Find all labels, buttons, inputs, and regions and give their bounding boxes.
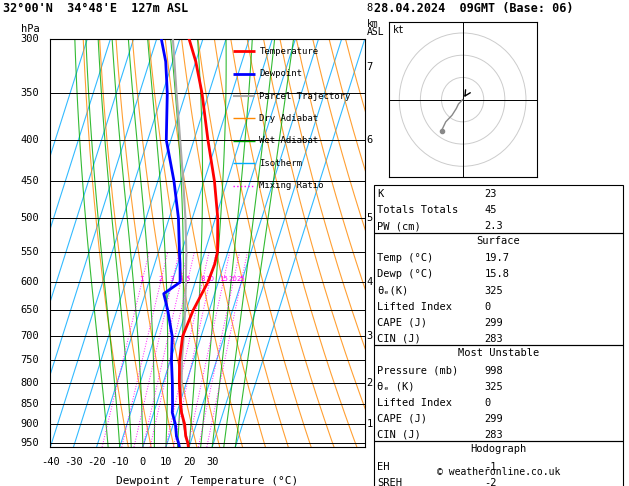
- Text: 283: 283: [484, 334, 503, 344]
- Text: 8: 8: [200, 276, 204, 282]
- Text: Isotherm: Isotherm: [259, 159, 303, 168]
- Text: 0: 0: [484, 398, 491, 408]
- Text: 2: 2: [366, 378, 372, 388]
- Text: 28.04.2024  09GMT (Base: 06): 28.04.2024 09GMT (Base: 06): [374, 2, 574, 16]
- Text: 600: 600: [21, 277, 39, 287]
- Text: 45: 45: [484, 206, 497, 215]
- Text: -20: -20: [87, 457, 106, 468]
- Text: CAPE (J): CAPE (J): [377, 414, 427, 424]
- Text: 25: 25: [237, 276, 245, 282]
- Text: 19.7: 19.7: [484, 254, 509, 263]
- Text: Dewp (°C): Dewp (°C): [377, 270, 433, 279]
- Text: 2: 2: [159, 276, 163, 282]
- Text: 3: 3: [366, 331, 372, 341]
- Text: 550: 550: [21, 246, 39, 257]
- Text: 2.3: 2.3: [484, 222, 503, 231]
- Text: Pressure (mb): Pressure (mb): [377, 366, 459, 376]
- Text: K: K: [377, 190, 384, 199]
- Text: Lifted Index: Lifted Index: [377, 398, 452, 408]
- Text: kt: kt: [393, 25, 404, 35]
- Text: 4: 4: [179, 276, 183, 282]
- Text: CIN (J): CIN (J): [377, 430, 421, 440]
- Text: 700: 700: [21, 331, 39, 341]
- Text: Dewpoint: Dewpoint: [259, 69, 303, 78]
- Text: θₑ(K): θₑ(K): [377, 286, 409, 295]
- Text: 6: 6: [366, 135, 372, 145]
- Text: CIN (J): CIN (J): [377, 334, 421, 344]
- Text: 750: 750: [21, 355, 39, 365]
- Text: CAPE (J): CAPE (J): [377, 318, 427, 328]
- Text: 325: 325: [484, 382, 503, 392]
- Text: PW (cm): PW (cm): [377, 222, 421, 231]
- Text: 20: 20: [183, 457, 196, 468]
- Text: -30: -30: [64, 457, 83, 468]
- Text: -2: -2: [484, 478, 497, 486]
- Text: 4: 4: [366, 277, 372, 287]
- Text: 5: 5: [186, 276, 189, 282]
- Text: Most Unstable: Most Unstable: [458, 348, 539, 358]
- Text: 299: 299: [484, 318, 503, 328]
- Text: Wet Adiabat: Wet Adiabat: [259, 137, 318, 145]
- Text: 1: 1: [366, 419, 372, 430]
- Text: 350: 350: [21, 88, 39, 98]
- Text: Dry Adiabat: Dry Adiabat: [259, 114, 318, 123]
- Text: Parcel Trajectory: Parcel Trajectory: [259, 91, 351, 101]
- Text: 450: 450: [21, 176, 39, 186]
- Text: Surface: Surface: [477, 236, 520, 246]
- Text: -40: -40: [41, 457, 60, 468]
- Text: Hodograph: Hodograph: [470, 444, 526, 454]
- Text: 400: 400: [21, 135, 39, 145]
- Text: 0: 0: [140, 457, 146, 468]
- Text: Totals Totals: Totals Totals: [377, 206, 459, 215]
- Text: 3: 3: [170, 276, 174, 282]
- Text: © weatheronline.co.uk: © weatheronline.co.uk: [437, 467, 560, 477]
- Text: 800: 800: [21, 378, 39, 388]
- Text: 0: 0: [484, 302, 491, 312]
- Text: -10: -10: [110, 457, 129, 468]
- Text: 30: 30: [206, 457, 218, 468]
- Text: 850: 850: [21, 399, 39, 409]
- Text: Temperature: Temperature: [259, 47, 318, 55]
- Text: 7: 7: [366, 62, 372, 72]
- Text: 1: 1: [140, 276, 144, 282]
- Text: ASL: ASL: [366, 27, 384, 37]
- Text: 299: 299: [484, 414, 503, 424]
- Text: EH: EH: [377, 462, 390, 472]
- Text: SREH: SREH: [377, 478, 403, 486]
- Text: 283: 283: [484, 430, 503, 440]
- Text: 20: 20: [229, 276, 238, 282]
- Text: hPa: hPa: [21, 24, 39, 34]
- Text: 8: 8: [366, 3, 372, 13]
- Text: Temp (°C): Temp (°C): [377, 254, 433, 263]
- Text: 950: 950: [21, 438, 39, 449]
- Text: 5: 5: [366, 213, 372, 223]
- Text: 300: 300: [21, 34, 39, 44]
- Text: Lifted Index: Lifted Index: [377, 302, 452, 312]
- Text: 998: 998: [484, 366, 503, 376]
- Text: 10: 10: [160, 457, 172, 468]
- Text: θₑ (K): θₑ (K): [377, 382, 415, 392]
- Text: 23: 23: [484, 190, 497, 199]
- Text: 325: 325: [484, 286, 503, 295]
- Text: Mixing Ratio: Mixing Ratio: [259, 181, 324, 191]
- Text: 10: 10: [205, 276, 214, 282]
- Text: 500: 500: [21, 213, 39, 223]
- Text: 650: 650: [21, 305, 39, 315]
- Text: 900: 900: [21, 419, 39, 430]
- Text: km: km: [366, 18, 378, 29]
- Text: -1: -1: [484, 462, 497, 472]
- Text: 32°00'N  34°48'E  127m ASL: 32°00'N 34°48'E 127m ASL: [3, 2, 189, 16]
- Text: 15: 15: [219, 276, 228, 282]
- Text: 15.8: 15.8: [484, 270, 509, 279]
- Text: Dewpoint / Temperature (°C): Dewpoint / Temperature (°C): [116, 476, 299, 486]
